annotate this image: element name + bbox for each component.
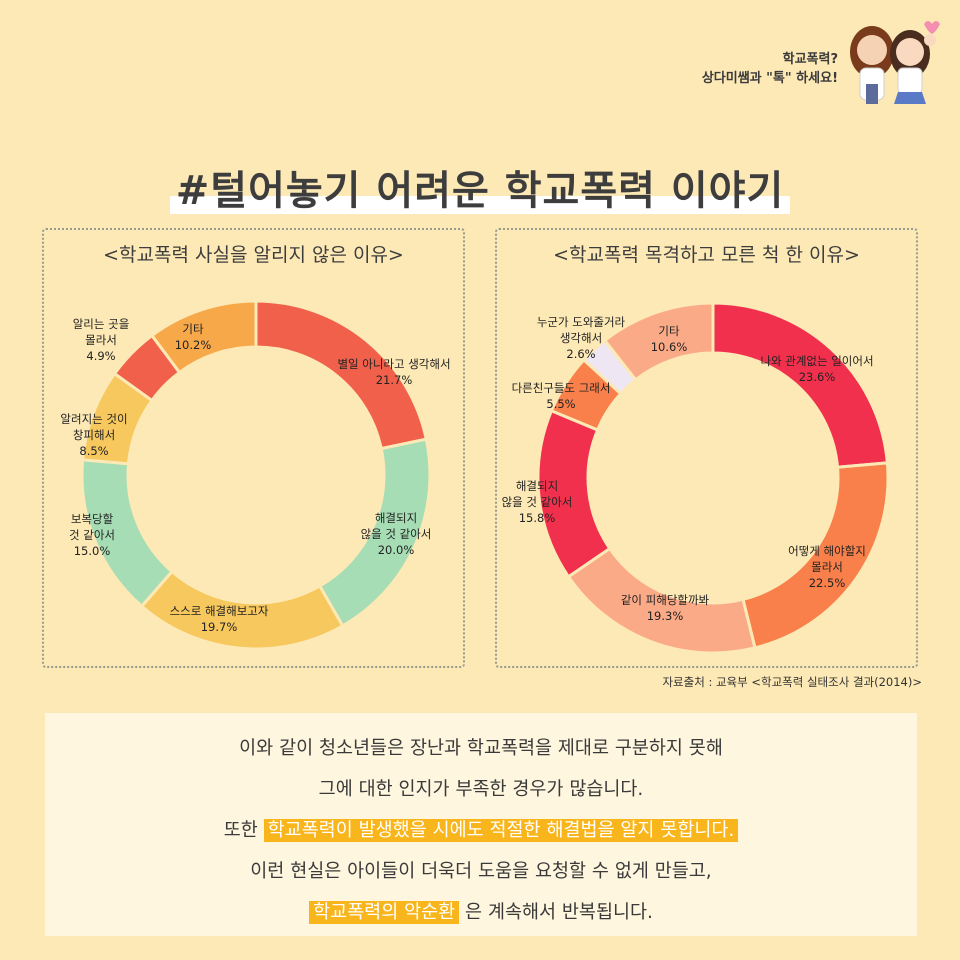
slice-category-label: 몰라서	[811, 560, 843, 574]
slice-value-label: 4.9%	[86, 349, 115, 363]
slice-label-1-4: 다른친구들도 그래서 5.5%	[512, 381, 611, 411]
slice-value-label: 15.0%	[74, 544, 111, 558]
slice-value-label: 20.0%	[378, 543, 415, 557]
slice-category-label: 기타	[658, 324, 680, 338]
slice-label-1-2: 같이 피해당할까봐 19.3%	[621, 593, 710, 623]
slice-value-label: 15.8%	[519, 511, 556, 525]
slice-category-label: 알리는 곳을	[73, 317, 130, 331]
slice-1-6	[602, 301, 715, 382]
summary-highlight-1: 학교폭력이 발생했을 시에도 적절한 해결법을 알지 못합니다.	[263, 819, 739, 842]
chart-title-left: <학교폭력 사실을 알리지 않은 이유>	[103, 244, 404, 266]
slice-label-0-0: 별일 아니라고 생각해서 21.7%	[337, 357, 450, 387]
slice-category-label: 다른친구들도 그래서	[512, 381, 611, 395]
source-note: 자료출처 : 교육부 <학교폭력 실태조사 결과(2014)>	[662, 675, 922, 689]
slice-category-label: 해결되지	[516, 479, 558, 493]
slice-category-label: 몰라서	[85, 333, 117, 347]
slice-category-label: 기타	[182, 322, 204, 336]
slice-category-label: 같이 피해당할까봐	[621, 593, 710, 607]
chart-panel-left: <학교폭력 사실을 알리지 않은 이유> 별일 아니라고 생각해서 21.7% 해결…	[42, 228, 465, 668]
brand-line-1: 학교폭력?	[782, 52, 838, 67]
slice-1-3	[536, 408, 612, 579]
slice-category-label: 스스로 해결해보고자	[170, 604, 269, 618]
slice-value-label: 5.5%	[546, 397, 575, 411]
slice-value-label: 8.5%	[79, 444, 108, 458]
summary-line-2: 그에 대한 인지가 부족한 경우가 많습니다.	[318, 779, 644, 800]
page-title: #털어놓기 어려운 학교폭력 이야기	[169, 158, 791, 216]
summary-line-4: 이런 현실은 아이들이 더욱더 도움을 요청할 수 없게 만들고,	[250, 861, 712, 882]
slice-category-label: 별일 아니라고 생각해서	[337, 357, 450, 371]
slice-value-label: 22.5%	[809, 576, 846, 590]
slice-category-label: 것 같아서	[69, 528, 115, 542]
summary-line-3: 또한 학교폭력이 발생했을 시에도 적절한 해결법을 알지 못합니다.	[45, 810, 917, 851]
summary-box: 이와 같이 청소년들은 장난과 학교폭력을 제대로 구분하지 못해 그에 대한 …	[45, 713, 917, 936]
slice-1-0	[711, 301, 889, 469]
title-wrap: #털어놓기 어려운 학교폭력 이야기	[0, 158, 960, 216]
summary-line-5-suffix: 은 계속해서 반복됩니다.	[459, 902, 653, 923]
slice-category-label: 나와 관계없는 일이어서	[760, 354, 873, 368]
slice-value-label: 19.7%	[201, 620, 238, 634]
slice-category-label: 해결되지	[375, 511, 417, 525]
slice-label-0-6: 기타 10.2%	[175, 322, 212, 352]
slice-category-label: 누군가 도와줄거라	[537, 315, 626, 329]
slice-category-label: 창피해서	[73, 428, 115, 442]
slice-category-label: 알려지는 것이	[60, 412, 127, 426]
slice-value-label: 10.2%	[175, 338, 212, 352]
slice-value-label: 19.3%	[647, 609, 684, 623]
brand-line-2: 상다미쌤과 "톡" 하세요!	[701, 71, 838, 86]
summary-highlight-2: 학교폭력의 악순환	[309, 901, 460, 924]
brand-text: 학교폭력? 상다미쌤과 "톡" 하세요!	[702, 50, 838, 88]
slice-category-label: 어떻게 해야할지	[788, 544, 866, 558]
chart-title-right: <학교폭력 목격하고 모른 척 한 이유>	[553, 244, 860, 266]
slice-value-label: 2.6%	[566, 347, 595, 361]
slice-0-6	[149, 299, 258, 375]
slice-value-label: 23.6%	[799, 370, 836, 384]
slice-label-1-0: 나와 관계없는 일이어서 23.6%	[760, 354, 873, 384]
slice-value-label: 21.7%	[376, 373, 413, 387]
slice-label-1-6: 기타 10.6%	[651, 324, 688, 354]
summary-line-5: 학교폭력의 악순환 은 계속해서 반복됩니다.	[45, 892, 917, 933]
mascot-illustration	[850, 21, 940, 104]
slice-category-label: 않을 것 같아서	[361, 527, 432, 541]
chart-panel-right: <학교폭력 목격하고 모른 척 한 이유> 나와 관계없는 일이어서 23.6% 어…	[495, 228, 918, 668]
slice-label-0-2: 스스로 해결해보고자 19.7%	[170, 604, 269, 634]
summary-line-1: 이와 같이 청소년들은 장난과 학교폭력을 제대로 구분하지 못해	[239, 738, 723, 759]
slice-category-label: 않을 것 같아서	[502, 495, 573, 509]
slice-category-label: 생각해서	[560, 331, 602, 345]
slice-value-label: 10.6%	[651, 340, 688, 354]
slice-category-label: 보복당할	[71, 512, 114, 526]
summary-line-3-prefix: 또한	[223, 820, 264, 841]
